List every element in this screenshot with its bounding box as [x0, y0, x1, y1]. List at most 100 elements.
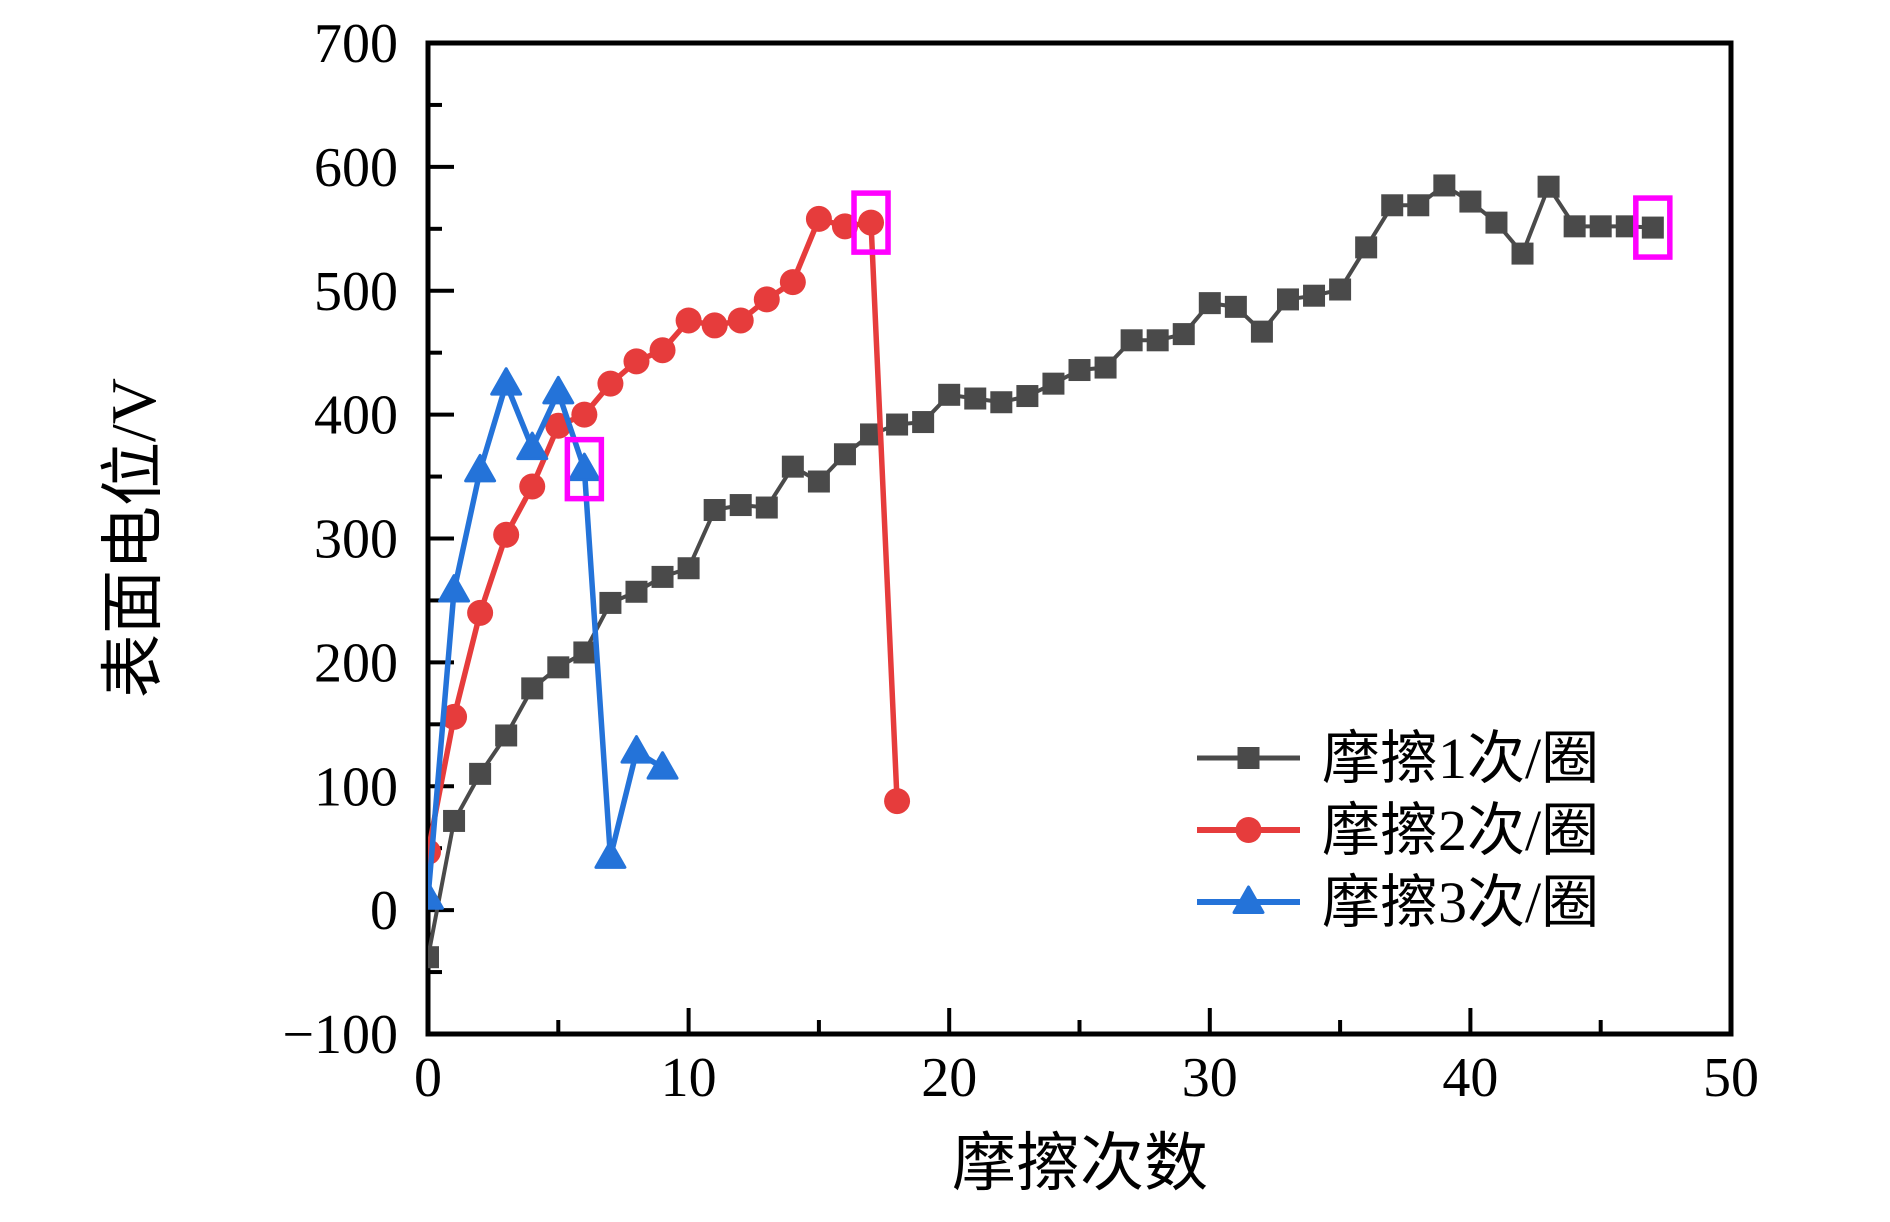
data-point-marker-square	[1276, 288, 1299, 311]
y-tick-label: 300	[314, 509, 398, 571]
legend-label: 摩擦1次/圈	[1322, 726, 1599, 791]
data-point-marker-square	[1381, 194, 1404, 217]
data-point-marker-square	[1537, 175, 1560, 198]
data-point-marker-square	[573, 641, 596, 664]
data-point-marker-circle	[675, 307, 702, 334]
series-3	[428, 367, 679, 910]
data-point-marker-circle	[571, 401, 598, 428]
highlight-box	[564, 436, 605, 502]
legend-label: 摩擦2次/圈	[1322, 798, 1599, 863]
y-tick-label: 700	[314, 13, 398, 75]
data-point-marker-circle	[753, 286, 780, 313]
data-point-marker-square	[521, 677, 544, 700]
data-point-marker-square	[807, 470, 830, 493]
legend-label: 摩擦3次/圈	[1322, 870, 1599, 935]
data-point-marker-square	[1355, 236, 1378, 259]
y-axis-title: 表面电位/V	[98, 378, 169, 698]
axis-tick-labels: 0 10 20 30 40 50 −100 0 100 200 300 400 500 600 700	[282, 13, 1759, 1109]
data-point-marker-square	[1329, 278, 1352, 301]
data-point-marker-square	[1172, 323, 1195, 346]
data-point-marker-square	[1433, 174, 1456, 197]
data-point-marker-square	[495, 724, 518, 747]
data-point-marker-triangle	[1232, 885, 1265, 914]
data-point-marker-triangle	[568, 452, 601, 482]
data-point-marker-square	[833, 443, 856, 466]
data-series-layer	[428, 174, 1664, 969]
data-point-marker-circle	[858, 209, 885, 236]
data-point-marker-triangle	[542, 375, 575, 405]
data-point-marker-square	[1485, 211, 1508, 234]
x-tick-label: 0	[414, 1047, 442, 1109]
data-point-marker-square	[912, 411, 935, 434]
data-point-marker-square	[781, 455, 804, 478]
data-point-marker-square	[625, 580, 648, 603]
legend-item: 摩擦1次/圈	[1197, 726, 1599, 791]
data-point-marker-triangle	[646, 751, 679, 780]
y-tick-label: −100	[282, 1004, 398, 1066]
legend-item: 摩擦2次/圈	[1197, 798, 1599, 863]
data-point-marker-circle	[428, 838, 441, 865]
data-point-marker-circle	[805, 205, 832, 232]
data-point-marker-square	[1120, 329, 1143, 352]
data-point-marker-square	[443, 809, 466, 832]
data-point-marker-square	[938, 383, 961, 406]
data-point-marker-circle	[441, 703, 468, 730]
data-point-marker-circle	[519, 473, 546, 500]
data-point-marker-square	[1407, 194, 1430, 217]
data-point-marker-square	[1237, 747, 1260, 769]
data-point-marker-square	[1068, 359, 1091, 382]
data-point-marker-circle	[701, 312, 728, 339]
data-point-marker-square	[860, 423, 883, 446]
data-point-marker-square	[428, 946, 439, 969]
data-point-marker-square	[547, 656, 570, 679]
data-point-marker-square	[1198, 292, 1221, 315]
data-point-marker-triangle	[464, 453, 497, 483]
y-tick-label: 500	[314, 261, 398, 323]
y-tick-label: 600	[314, 137, 398, 199]
x-tick-label: 10	[661, 1047, 717, 1109]
data-point-marker-triangle	[516, 431, 549, 461]
data-point-marker-square	[1589, 215, 1612, 238]
y-tick-label: 100	[314, 756, 398, 818]
data-point-marker-triangle	[428, 881, 444, 910]
data-point-marker-square	[990, 391, 1013, 414]
data-point-marker-circle	[649, 337, 676, 364]
x-tick-label: 20	[921, 1047, 977, 1109]
data-point-marker-square	[1459, 190, 1482, 213]
data-point-marker-square	[1641, 216, 1664, 239]
data-point-marker-triangle	[438, 574, 471, 603]
data-point-marker-square	[886, 413, 909, 436]
legend-item: 摩擦3次/圈	[1197, 870, 1599, 935]
data-point-marker-square	[599, 591, 622, 614]
data-point-marker-triangle	[594, 840, 627, 869]
x-tick-label: 30	[1182, 1047, 1238, 1109]
data-point-marker-circle	[623, 348, 650, 375]
data-point-marker-square	[677, 557, 700, 580]
data-point-marker-square	[1250, 320, 1273, 343]
data-point-marker-square	[469, 762, 492, 785]
y-tick-label: 400	[314, 385, 398, 447]
data-point-marker-square	[1615, 215, 1638, 238]
data-point-marker-square	[1094, 356, 1117, 379]
x-axis-title: 摩擦次数	[952, 1128, 1208, 1199]
data-point-marker-circle	[1235, 817, 1262, 843]
data-point-marker-triangle	[490, 367, 523, 396]
data-point-marker-circle	[884, 788, 911, 815]
data-point-marker-square	[1016, 385, 1039, 408]
data-point-marker-triangle	[620, 735, 653, 764]
data-point-marker-square	[651, 565, 674, 588]
data-point-marker-square	[729, 494, 752, 517]
data-point-marker-circle	[727, 307, 754, 334]
highlight-boxes-layer	[564, 190, 1673, 502]
data-point-marker-circle	[597, 370, 624, 397]
data-point-marker-square	[1224, 295, 1247, 318]
data-point-marker-circle	[467, 599, 494, 626]
x-tick-label: 50	[1703, 1047, 1759, 1109]
data-point-marker-square	[755, 496, 778, 519]
data-point-marker-square	[1563, 215, 1586, 238]
y-tick-label: 0	[370, 880, 398, 942]
data-point-marker-square	[1303, 284, 1326, 307]
